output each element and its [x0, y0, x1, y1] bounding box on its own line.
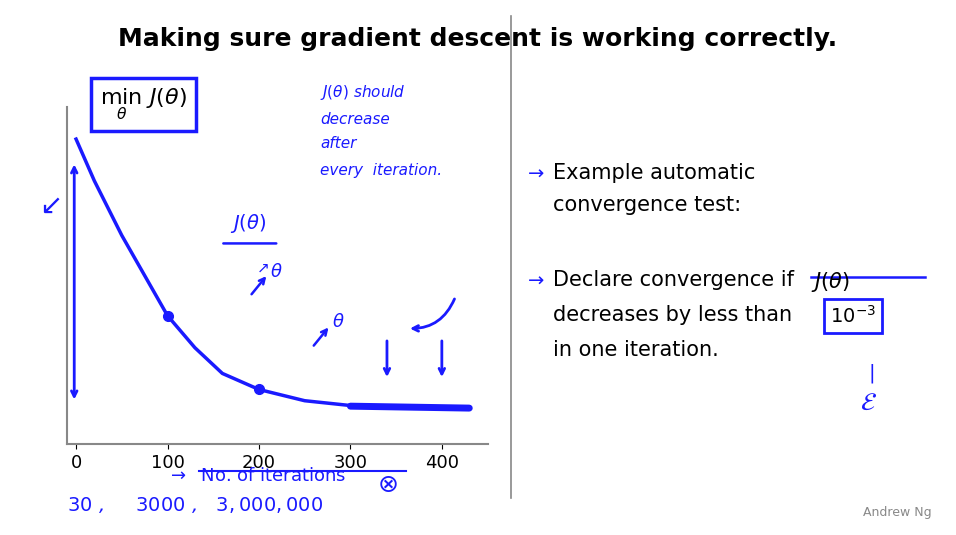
Text: $\swarrow$: $\swarrow$: [34, 192, 61, 220]
Text: |: |: [869, 364, 875, 383]
Text: decreases by less than: decreases by less than: [553, 305, 792, 325]
Text: Example automatic: Example automatic: [553, 163, 755, 183]
Text: $\theta$: $\theta$: [270, 263, 283, 281]
Text: every  iteration.: every iteration.: [320, 163, 443, 178]
Text: $\min_{\theta}\ J(\theta)$: $\min_{\theta}\ J(\theta)$: [100, 87, 186, 122]
Text: decrease: decrease: [320, 112, 390, 127]
Text: $J(\theta)$: $J(\theta)$: [229, 212, 266, 235]
Text: Andrew Ng: Andrew Ng: [863, 506, 932, 519]
Text: $J(\theta)$ should: $J(\theta)$ should: [320, 83, 406, 102]
Text: $10^{-3}$: $10^{-3}$: [830, 305, 876, 327]
Text: $\rightarrow$  No. of iterations: $\rightarrow$ No. of iterations: [167, 467, 346, 485]
Text: convergence test:: convergence test:: [553, 195, 741, 215]
Text: Making sure gradient descent is working correctly.: Making sure gradient descent is working …: [119, 27, 837, 51]
Text: $\rightarrow$: $\rightarrow$: [524, 163, 545, 182]
Text: $\otimes$: $\otimes$: [377, 473, 398, 498]
Text: $\theta$: $\theta$: [332, 313, 345, 331]
Text: $30$ ,     $3000$ ,   $3,000,000$: $30$ , $3000$ , $3,000,000$: [67, 495, 323, 515]
Text: $\rightarrow$: $\rightarrow$: [524, 270, 545, 289]
Text: in one iteration.: in one iteration.: [553, 340, 718, 360]
Text: $\mathcal{E}$: $\mathcal{E}$: [859, 391, 877, 415]
Text: after: after: [320, 136, 357, 151]
Text: $\nearrow$: $\nearrow$: [254, 261, 271, 276]
Text: Declare convergence if: Declare convergence if: [553, 270, 800, 290]
Text: $J(\theta)$: $J(\theta)$: [811, 270, 850, 294]
